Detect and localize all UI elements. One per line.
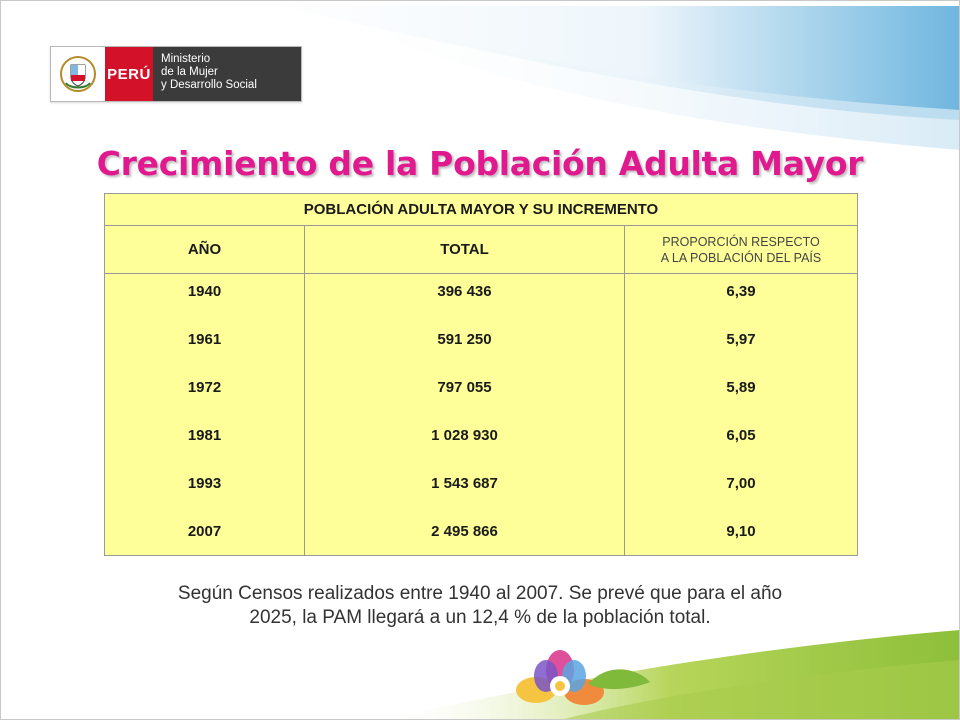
header-decoration bbox=[0, 0, 960, 160]
header-proportion-line-1: PROPORCIÓN RESPECTO bbox=[662, 234, 820, 249]
flower-decoration bbox=[380, 630, 960, 720]
slide-title: Crecimiento de la Población Adulta Mayor bbox=[96, 144, 864, 183]
footnote: Según Censos realizados entre 1940 al 20… bbox=[92, 582, 868, 630]
proportion-cell: 6,05 bbox=[726, 426, 756, 444]
year-cell: 1981 bbox=[187, 426, 222, 444]
total-cell: 1 028 930 bbox=[431, 426, 498, 444]
table-body: 1940 1961 1972 1981 1993 2007 396 436 59… bbox=[105, 274, 857, 555]
table-caption: POBLACIÓN ADULTA MAYOR Y SU INCREMENTO bbox=[105, 194, 857, 226]
header-proportion: PROPORCIÓN RESPECTO A LA POBLACIÓN DEL P… bbox=[625, 226, 857, 273]
footnote-line-1: Según Censos realizados entre 1940 al 20… bbox=[177, 583, 783, 604]
total-cell: 591 250 bbox=[437, 331, 492, 349]
ministry-line-1: Ministerio bbox=[161, 53, 211, 65]
proportion-cell: 9,10 bbox=[726, 522, 756, 540]
proportion-cell: 5,97 bbox=[726, 331, 756, 349]
ministry-line-2: de la Mujer bbox=[161, 66, 218, 78]
header-proportion-line-2: A LA POBLACIÓN DEL PAÍS bbox=[660, 250, 822, 265]
proportion-cell: 5,89 bbox=[726, 379, 756, 397]
peru-label: PERÚ bbox=[105, 47, 153, 101]
year-cell: 1961 bbox=[187, 331, 222, 349]
total-cell: 797 055 bbox=[437, 379, 492, 397]
ministry-logo: PERÚ Ministerio de la Mujer y Desarrollo… bbox=[50, 46, 302, 102]
year-column: 1940 1961 1972 1981 1993 2007 bbox=[105, 274, 305, 555]
header-total: TOTAL bbox=[305, 226, 625, 273]
population-table: POBLACIÓN ADULTA MAYOR Y SU INCREMENTO A… bbox=[104, 193, 858, 556]
year-cell: 1940 bbox=[187, 283, 222, 301]
ministry-name: Ministerio de la Mujer y Desarrollo Soci… bbox=[153, 47, 301, 101]
ministry-line-3: y Desarrollo Social bbox=[161, 79, 257, 91]
proportion-cell: 6,39 bbox=[726, 283, 756, 301]
total-cell: 2 495 866 bbox=[431, 522, 498, 540]
year-cell: 1972 bbox=[187, 379, 222, 397]
header-year: AÑO bbox=[105, 226, 305, 273]
year-cell: 1993 bbox=[187, 474, 222, 492]
year-cell: 2007 bbox=[187, 522, 222, 540]
total-cell: 1 543 687 bbox=[431, 474, 498, 492]
total-cell: 396 436 bbox=[437, 283, 492, 301]
total-column: 396 436 591 250 797 055 1 028 930 1 543 … bbox=[305, 274, 625, 555]
proportion-cell: 7,00 bbox=[726, 474, 756, 492]
proportion-column: 6,39 5,97 5,89 6,05 7,00 9,10 bbox=[625, 274, 857, 555]
footnote-line-2: 2025, la PAM llegará a un 12,4 % de la p… bbox=[249, 607, 711, 628]
coat-of-arms-icon bbox=[51, 47, 105, 101]
table-header-row: AÑO TOTAL PROPORCIÓN RESPECTO A LA POBLA… bbox=[105, 226, 857, 274]
